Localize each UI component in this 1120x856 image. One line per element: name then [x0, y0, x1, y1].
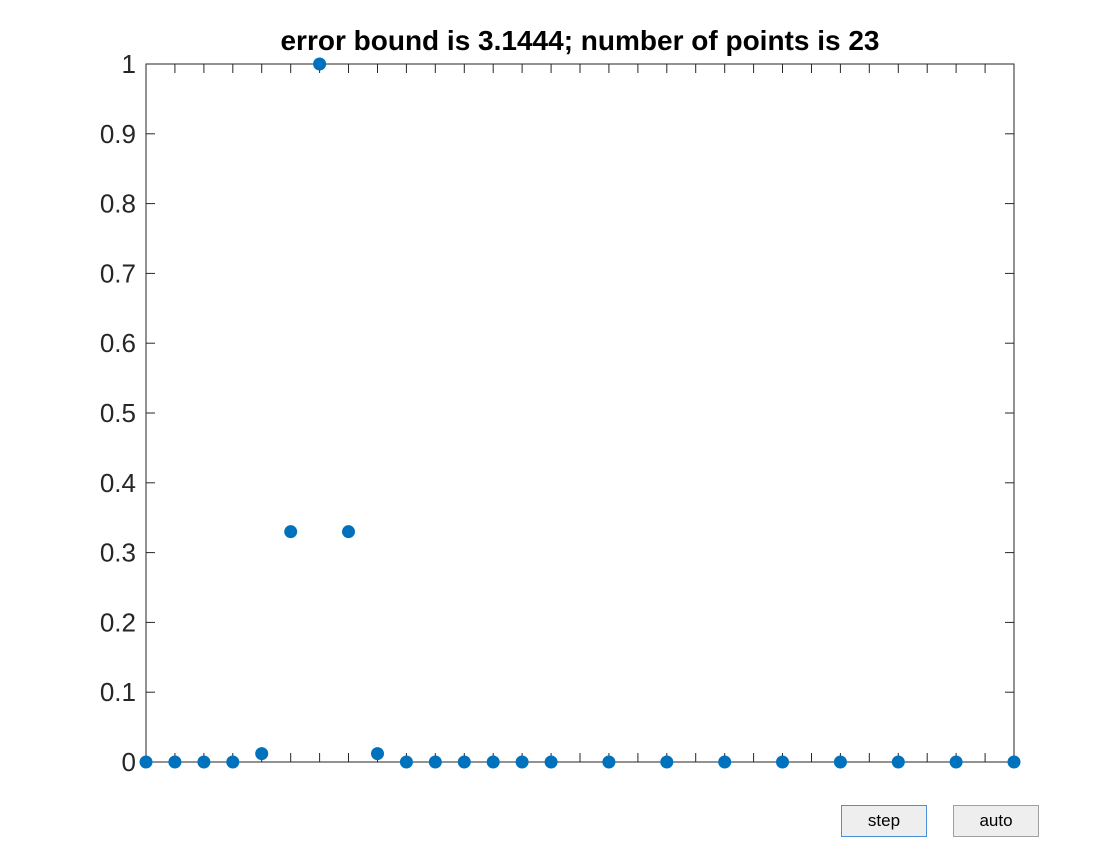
data-point: [342, 525, 356, 539]
y-tick-label: 0.1: [100, 677, 136, 707]
data-point: [718, 755, 732, 769]
data-point: [457, 755, 471, 769]
y-tick-label: 0.7: [100, 258, 136, 288]
data-point: [399, 755, 413, 769]
y-tick-label: 0.4: [100, 468, 136, 498]
data-point: [1007, 755, 1021, 769]
data-point: [544, 755, 558, 769]
data-point: [428, 755, 442, 769]
data-point: [226, 755, 240, 769]
data-point: [197, 755, 211, 769]
axes-box: [145, 63, 1015, 763]
y-tick-label: 0.6: [100, 328, 136, 358]
data-point: [255, 747, 269, 761]
data-point: [776, 755, 790, 769]
step-button[interactable]: step: [841, 805, 927, 837]
y-tick-label: 0.5: [100, 398, 136, 428]
y-tick-label: 0.8: [100, 189, 136, 219]
y-tick-label: 0.9: [100, 119, 136, 149]
y-tick-label: 0.2: [100, 607, 136, 637]
data-point: [515, 755, 529, 769]
data-point: [139, 755, 153, 769]
data-point: [602, 755, 616, 769]
y-tick-label: 0: [122, 747, 136, 777]
y-tick-label: 0.3: [100, 538, 136, 568]
data-point: [284, 525, 298, 539]
auto-button[interactable]: auto: [953, 805, 1039, 837]
data-point: [660, 755, 674, 769]
data-point: [370, 747, 384, 761]
chart-title: error bound is 3.1444; number of points …: [280, 25, 879, 56]
data-point: [313, 57, 327, 71]
data-point: [891, 755, 905, 769]
data-point: [833, 755, 847, 769]
y-tick-label: 1: [122, 49, 136, 79]
data-point: [486, 755, 500, 769]
y-tick-labels: 0 0.1 0.2 0.3 0.4 0.5 0.6 0.7 0.8 0.9 1: [100, 49, 136, 777]
data-points: [139, 57, 1021, 769]
data-point: [949, 755, 963, 769]
data-point: [168, 755, 182, 769]
